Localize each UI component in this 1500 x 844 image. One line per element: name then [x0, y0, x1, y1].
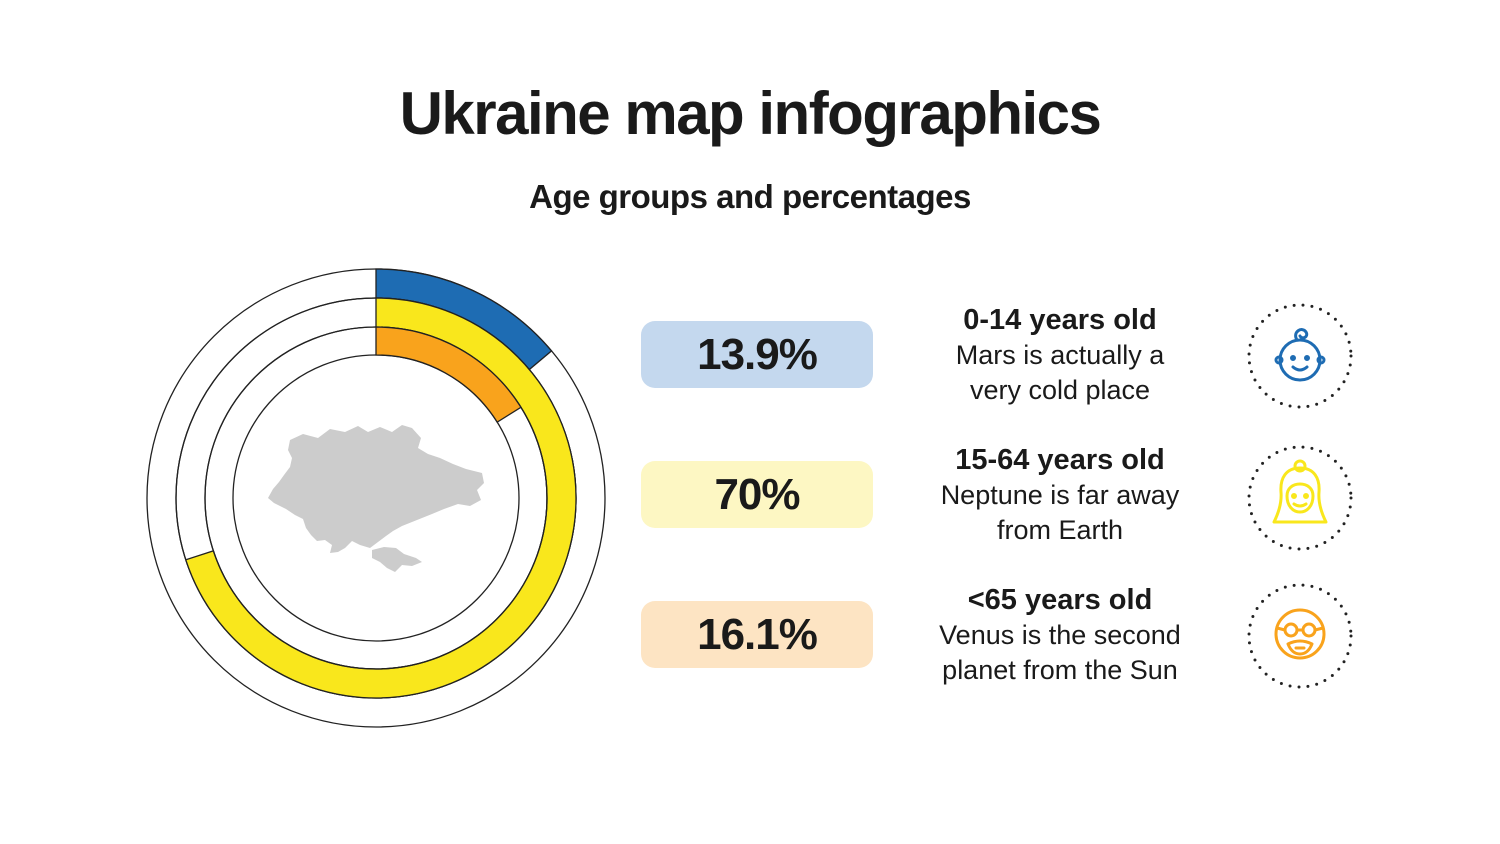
dotted-icon-border [1247, 303, 1353, 409]
woman-face-icon [1247, 445, 1353, 551]
group-heading: 15-64 years old [955, 444, 1165, 476]
ukraine-map-shape [268, 425, 484, 553]
dotted-icon-border [1247, 445, 1353, 551]
group-text: Mars is actually a very cold place [955, 340, 1165, 405]
percent-pill-65: 16.1% [641, 601, 873, 668]
baby-face-icon [1247, 303, 1353, 409]
group-description-65: <65 years old Venus is the second planet… [905, 582, 1215, 688]
dotted-icon-border [1247, 583, 1353, 689]
ring-segment--65-years-old [375, 326, 522, 424]
group-text: Neptune is far away from Earth [940, 480, 1180, 545]
group-description-0-14: 0-14 years old Mars is actually a very c… [905, 302, 1215, 408]
percent-value: 16.1% [697, 609, 818, 659]
elderly-face-icon [1247, 583, 1353, 689]
age-group-donut-chart [146, 268, 606, 728]
percent-value: 13.9% [697, 329, 818, 379]
group-heading: <65 years old [967, 584, 1153, 616]
group-text: Venus is the second planet from the Sun [939, 620, 1181, 685]
crimea-shape [372, 547, 422, 572]
page-subtitle: Age groups and percentages [529, 178, 971, 215]
page-title: Ukraine map infographics [399, 80, 1102, 147]
percent-pill-0-14: 13.9% [641, 321, 873, 388]
ukraine-map-silhouette [268, 425, 484, 572]
percent-pill-15-64: 70% [641, 461, 873, 528]
percent-value: 70% [714, 469, 800, 519]
group-heading: 0-14 years old [963, 304, 1157, 336]
group-description-15-64: 15-64 years old Neptune is far away from… [905, 442, 1215, 548]
